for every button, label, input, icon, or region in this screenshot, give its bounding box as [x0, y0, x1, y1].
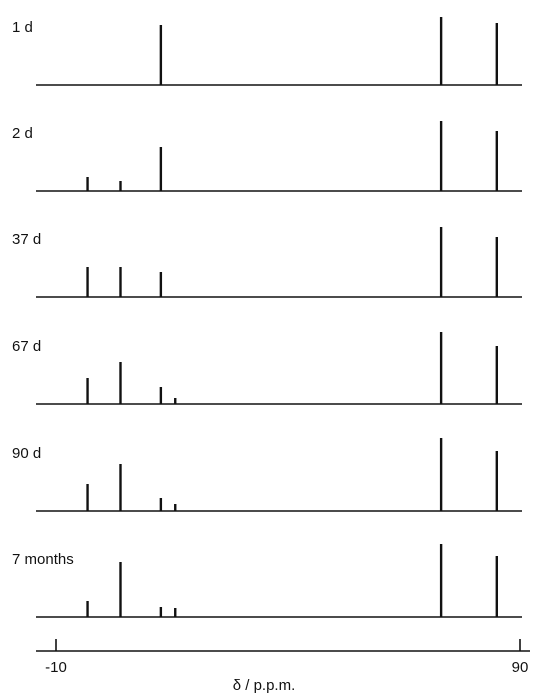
- x-axis-label: δ / p.p.m.: [233, 677, 296, 694]
- spectrum-6: 7 months: [12, 544, 522, 618]
- spectra-panels: 1 d 2 d 37 d 67 d 90 d 7 months: [12, 17, 522, 618]
- x-axis: -10 90 δ / p.p.m.: [36, 639, 530, 694]
- spectrum-2: 2 d: [12, 121, 522, 192]
- spectrum-5: 90 d: [12, 438, 522, 512]
- spectrum-label: 67 d: [12, 338, 41, 355]
- spectrum-4: 67 d: [12, 332, 522, 405]
- spectrum-3: 37 d: [12, 227, 522, 298]
- spectrum-label: 2 d: [12, 125, 33, 142]
- x-tick-label: -10: [45, 659, 67, 676]
- spectrum-label: 90 d: [12, 445, 41, 462]
- spectrum-label: 37 d: [12, 231, 41, 248]
- x-axis-ticks: -10 90: [45, 639, 528, 676]
- spectrum-label: 7 months: [12, 551, 74, 568]
- x-tick-label: 90: [512, 659, 529, 676]
- spectrum-1: 1 d: [12, 17, 522, 86]
- spectrum-label: 1 d: [12, 19, 33, 36]
